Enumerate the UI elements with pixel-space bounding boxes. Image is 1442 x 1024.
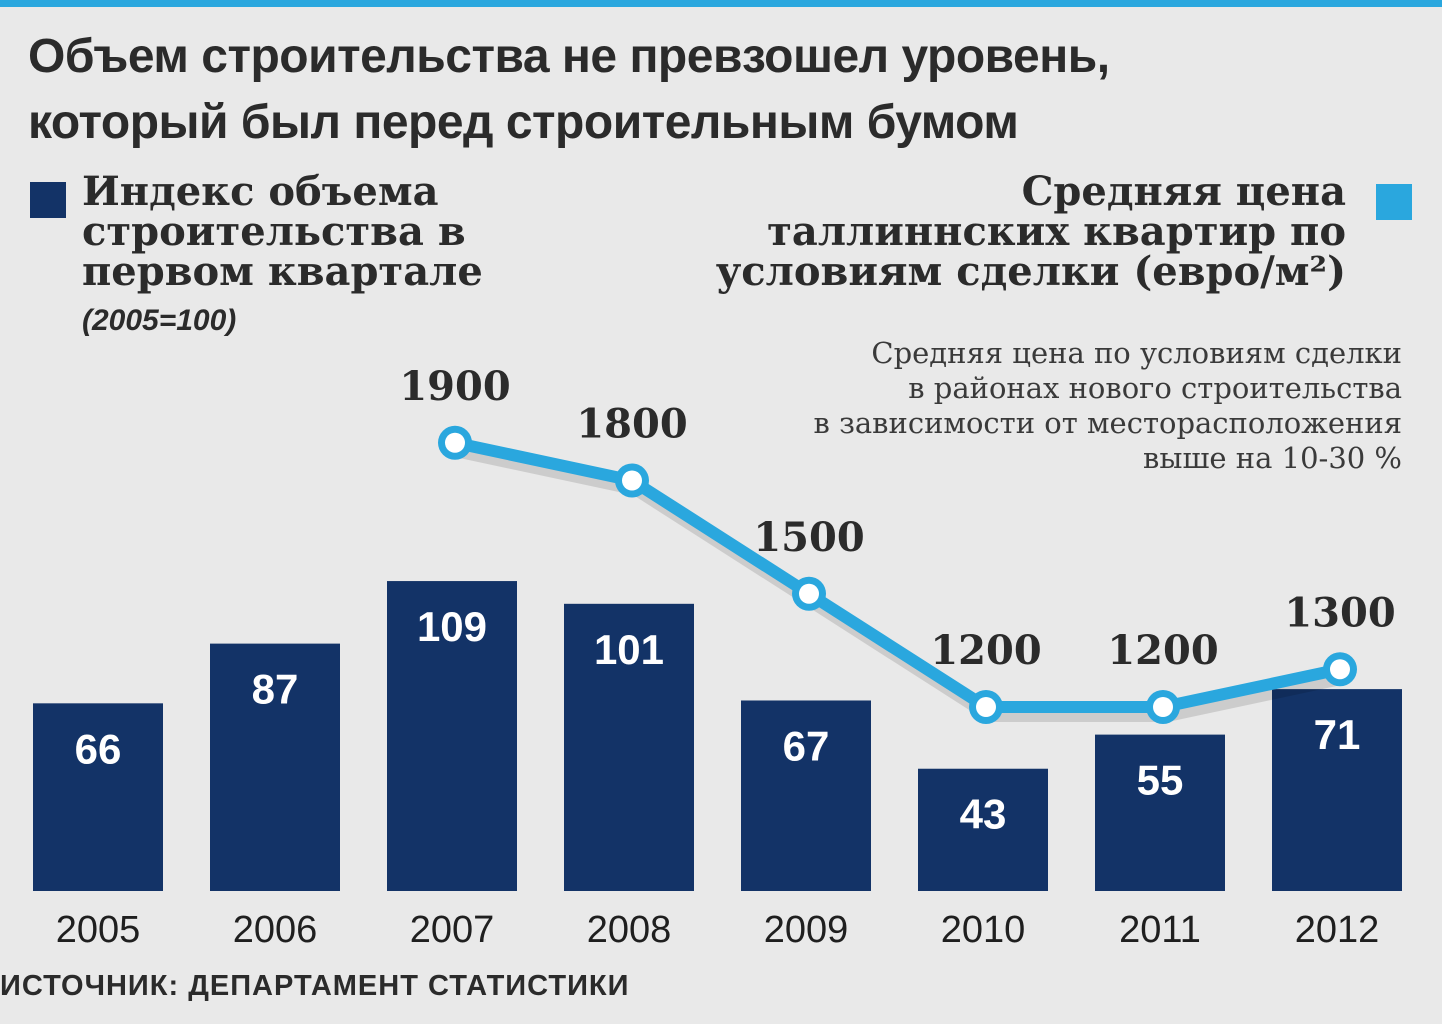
- x-tick-label-2010: 2010: [941, 909, 1026, 951]
- x-tick-label-2009: 2009: [764, 909, 849, 951]
- x-tick-label-2008: 2008: [587, 909, 672, 951]
- bar-2009: [741, 700, 871, 891]
- bar-value-label-2010: 43: [960, 791, 1007, 838]
- price-value-label-2012: 1300: [1284, 589, 1395, 636]
- chart-title: Объем строительства не превзошел уровень…: [28, 30, 1110, 149]
- bar-value-label-2005: 66: [75, 725, 122, 772]
- x-tick-label-2005: 2005: [56, 909, 141, 951]
- bar-value-label-2007: 109: [417, 603, 487, 650]
- bar-2011: [1095, 734, 1225, 891]
- price-value-label-2007: 1900: [399, 363, 510, 410]
- bar-value-label-2006: 87: [252, 666, 299, 713]
- x-tick-label-2006: 2006: [233, 909, 318, 951]
- bar-value-label-2012: 71: [1314, 711, 1361, 758]
- bar-2010: [918, 768, 1048, 891]
- price-point-center-2012: [1330, 659, 1350, 680]
- legend-line-label: Средняя цена таллиннских квартир по усло…: [715, 168, 1346, 295]
- price-point-center-2011: [1153, 697, 1173, 717]
- bar-2012: [1272, 689, 1402, 891]
- price-point-center-2008: [622, 470, 642, 491]
- legend-bars-label: Индекс объема строительства в первом ква…: [82, 168, 483, 295]
- price-value-label-2011: 1200: [1107, 627, 1218, 674]
- bar-value-label-2011: 55: [1137, 757, 1184, 804]
- price-value-label-2010: 1200: [930, 627, 1041, 674]
- price-value-label-2009: 1500: [753, 514, 864, 561]
- x-tick-label-2007: 2007: [410, 909, 495, 951]
- bar-2005: [33, 703, 163, 891]
- bar-value-label-2008: 101: [594, 626, 664, 673]
- source-note: ИСТОЧНИК: ДЕПАРТАМЕНТ СТАТИСТИКИ: [0, 970, 630, 1002]
- price-point-center-2009: [799, 583, 819, 604]
- price-annotation: Средняя цена по условиям сделки в района…: [813, 336, 1402, 475]
- line-layer: [438, 425, 1357, 724]
- x-tick-label-2012: 2012: [1295, 909, 1380, 951]
- bar-2006: [210, 643, 340, 891]
- bars-layer: [33, 581, 1402, 891]
- price-point-center-2007: [445, 432, 465, 453]
- top-accent-line: [0, 0, 1442, 7]
- bar-2007: [387, 581, 517, 891]
- price-value-label-2008: 1800: [576, 401, 687, 448]
- bar-2008: [564, 603, 694, 891]
- legend-bars-swatch: [30, 182, 66, 218]
- legend-line-swatch: [1376, 184, 1412, 220]
- bar-value-label-2009: 67: [783, 722, 830, 769]
- labels-layer: 66 2005 87 2006 109 2007 101 2008 67 2009 43 2010 55…: [56, 363, 1396, 951]
- x-tick-label-2011: 2011: [1119, 909, 1201, 951]
- price-point-center-2010: [976, 697, 996, 717]
- price-line: [449, 436, 1346, 713]
- legend-bars-note: (2005=100): [82, 304, 237, 337]
